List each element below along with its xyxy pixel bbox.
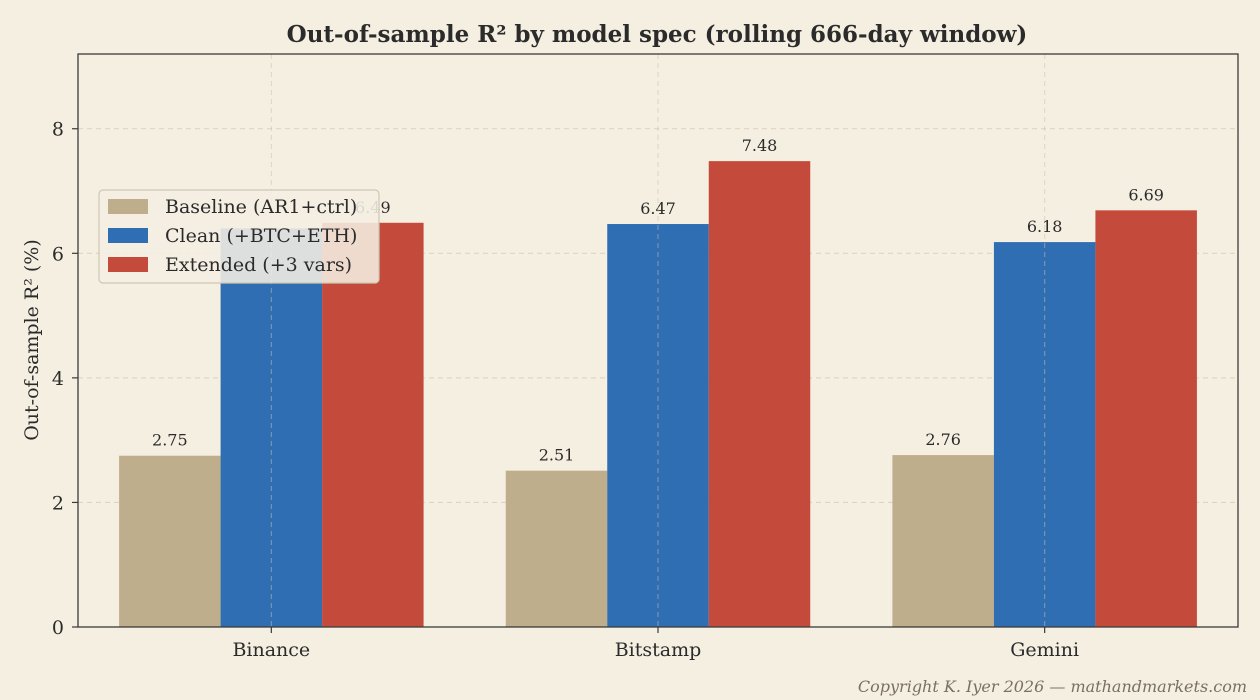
legend-entry: Clean (+BTC+ETH)	[165, 225, 357, 247]
y-tick-label: 6	[52, 243, 64, 265]
legend-swatch	[108, 228, 148, 243]
x-tick-label: Bitstamp	[615, 639, 702, 661]
bar-value-label: 2.51	[539, 446, 575, 465]
x-tick-label: Gemini	[1010, 639, 1079, 661]
legend-entry: Extended (+3 vars)	[165, 254, 352, 276]
chart-title: Out-of-sample R² by model spec (rolling …	[287, 21, 1028, 48]
legend-box	[98, 189, 380, 284]
y-tick-label: 8	[52, 119, 64, 141]
legend-entry: Baseline (AR1+ctrl)	[165, 196, 357, 218]
legend-swatch	[108, 257, 148, 272]
bar	[1095, 210, 1197, 627]
bar-value-label: 2.76	[925, 430, 961, 449]
bar	[322, 222, 424, 627]
y-tick-label: 2	[52, 492, 64, 514]
bar	[505, 470, 608, 627]
y-tick-label: 4	[52, 368, 64, 390]
x-tick-label: Binance	[232, 639, 310, 661]
bar-value-label: 6.69	[1128, 185, 1164, 204]
legend-swatch	[108, 199, 148, 214]
copyright-text: Copyright K. Iyer 2026 — mathandmarkets.…	[858, 677, 1247, 696]
bar	[119, 455, 221, 627]
bar-value-label: 2.75	[152, 431, 188, 450]
bar-value-label: 7.48	[742, 136, 778, 155]
bar	[708, 161, 811, 627]
y-tick-label: 0	[52, 617, 64, 639]
bar	[892, 455, 994, 627]
y-axis-label: Out-of-sample R² (%)	[21, 239, 43, 441]
